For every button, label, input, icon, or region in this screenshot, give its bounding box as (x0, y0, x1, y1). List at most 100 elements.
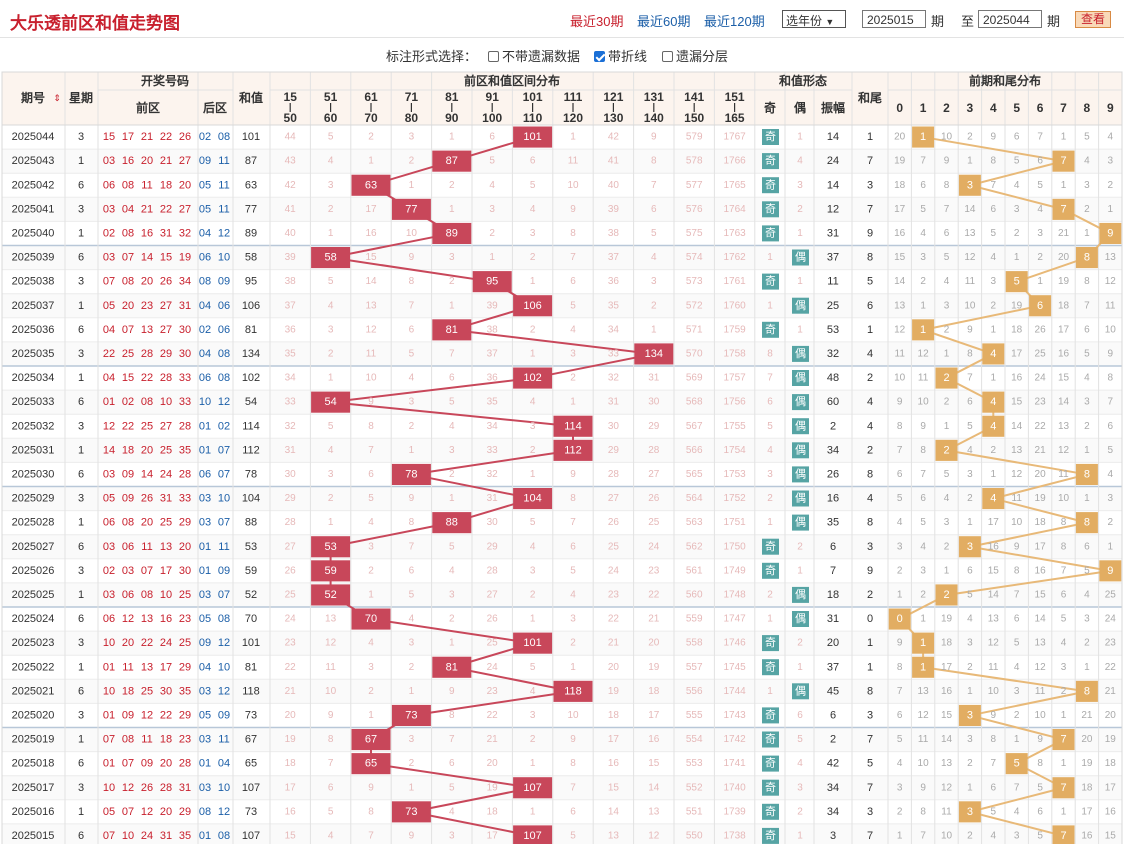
tail-miss: 5 (991, 806, 997, 817)
front-number: 22 (141, 372, 153, 384)
dist-miss: 15 (648, 758, 660, 769)
dist-miss: 2 (409, 758, 415, 769)
even-miss: 2 (797, 638, 803, 649)
view-button[interactable]: 查看 (1075, 11, 1111, 28)
option-line[interactable]: 带折线 (594, 46, 647, 65)
dist-miss: 20 (648, 638, 660, 649)
recent-30-link[interactable]: 最近30期 (570, 14, 624, 29)
from-issue-input[interactable]: 2025015 (862, 10, 926, 28)
tail-miss: 5 (897, 734, 903, 745)
option-no-miss[interactable]: 不带遗漏数据 (488, 46, 580, 65)
dist-miss: 15 (365, 252, 377, 263)
tail-miss: 5 (1084, 565, 1090, 576)
sum-box (513, 488, 553, 510)
dist-miss: 3 (530, 565, 536, 576)
back-number: 02 (199, 131, 211, 143)
option-layer-checkbox[interactable] (662, 51, 673, 62)
tail-miss: 10 (1105, 324, 1117, 335)
weekday-cell: 1 (78, 155, 84, 167)
dist-miss: 21 (487, 734, 499, 745)
to-issue-input[interactable]: 2025044 (978, 10, 1042, 28)
back-number: 08 (218, 830, 230, 842)
dist-miss: 38 (608, 228, 620, 239)
sum-box-value: 101 (523, 131, 541, 143)
tail-box-value: 3 (967, 709, 973, 721)
dist-miss: 6 (409, 324, 415, 335)
tail-miss: 16 (1081, 830, 1093, 841)
tail-miss: 2 (944, 541, 950, 552)
tail-miss: 21 (1081, 710, 1093, 721)
tail-miss: 3 (967, 638, 973, 649)
sum-cell: 118 (242, 685, 260, 697)
dist-miss: 1763 (723, 228, 746, 239)
tail-miss: 5 (967, 421, 973, 432)
dist-miss: 2 (368, 565, 374, 576)
sum-box-value: 59 (324, 565, 336, 577)
dist-miss: 1753 (723, 469, 746, 480)
row-bg (2, 317, 1122, 342)
tail-miss: 3 (944, 300, 950, 311)
dist-miss: 10 (567, 180, 579, 191)
dist-miss: 32 (608, 373, 620, 384)
option-layer[interactable]: 遗漏分层 (662, 46, 728, 65)
tail-box-value: 9 (1107, 227, 1113, 239)
dist-miss: 2 (449, 614, 455, 625)
sum-box (432, 319, 472, 341)
tail-box (982, 343, 1005, 365)
tail-digit-header: 2 (943, 101, 950, 115)
tail-miss: 8 (944, 180, 950, 191)
dist-miss: 25 (608, 541, 620, 552)
even-miss: 1 (797, 132, 803, 143)
tail-box-value: 4 (990, 420, 996, 432)
tail-miss: 8 (897, 421, 903, 432)
front-number: 03 (122, 565, 134, 577)
option-no-miss-checkbox[interactable] (488, 51, 499, 62)
dist-miss: 1 (530, 806, 536, 817)
front-number: 32 (179, 227, 191, 239)
dist-miss: 17 (365, 204, 377, 215)
tail-miss: 2 (897, 806, 903, 817)
tail-miss: 2 (920, 589, 926, 600)
tail-miss: 5 (920, 204, 926, 215)
tail-miss: 8 (1037, 758, 1043, 769)
sum-box-value: 87 (446, 155, 458, 167)
amplitude-cell: 48 (827, 372, 839, 384)
dist-miss: 1748 (723, 589, 746, 600)
tail-miss: 6 (1084, 541, 1090, 552)
front-number: 29 (179, 517, 191, 529)
odd-box-label: 奇 (765, 781, 776, 794)
back-number: 12 (218, 806, 230, 818)
tail-box-value: 7 (1060, 734, 1066, 746)
recent-60-link[interactable]: 最近60期 (637, 14, 691, 29)
front-number: 25 (141, 685, 153, 697)
sum-cell: 63 (245, 179, 257, 191)
front-number: 13 (141, 324, 153, 336)
tail-miss: 1 (967, 517, 973, 528)
tail-miss: 15 (1011, 397, 1023, 408)
front-number: 33 (179, 396, 191, 408)
even-box-label: 偶 (795, 684, 806, 697)
tail-digit-header: 6 (1037, 101, 1044, 115)
sum-box-value: 78 (405, 468, 417, 480)
options-label: 标注形式选择： (386, 49, 478, 64)
weekday-cell: 6 (78, 541, 84, 553)
back-number: 06 (199, 468, 211, 480)
year-select[interactable]: 选年份 ▼ (782, 10, 846, 28)
sum-box-value: 107 (523, 830, 541, 842)
front-number: 29 (160, 348, 172, 360)
tail-miss: 9 (991, 132, 997, 143)
back-number: 02 (218, 420, 230, 432)
dist-miss: 10 (365, 373, 377, 384)
weekday-cell: 1 (78, 227, 84, 239)
even-box (792, 586, 809, 603)
sum-cell: 104 (242, 493, 260, 505)
tail-box (982, 415, 1005, 437)
recent-120-link[interactable]: 最近120期 (704, 14, 765, 29)
option-line-checkbox[interactable] (594, 51, 605, 62)
dist-miss: 6 (489, 132, 495, 143)
sum-cell: 78 (245, 468, 257, 480)
sum-cell: 114 (242, 420, 260, 432)
tail-miss: 7 (967, 373, 973, 384)
tail-miss: 7 (1061, 565, 1067, 576)
dist-miss: 13 (608, 830, 620, 841)
